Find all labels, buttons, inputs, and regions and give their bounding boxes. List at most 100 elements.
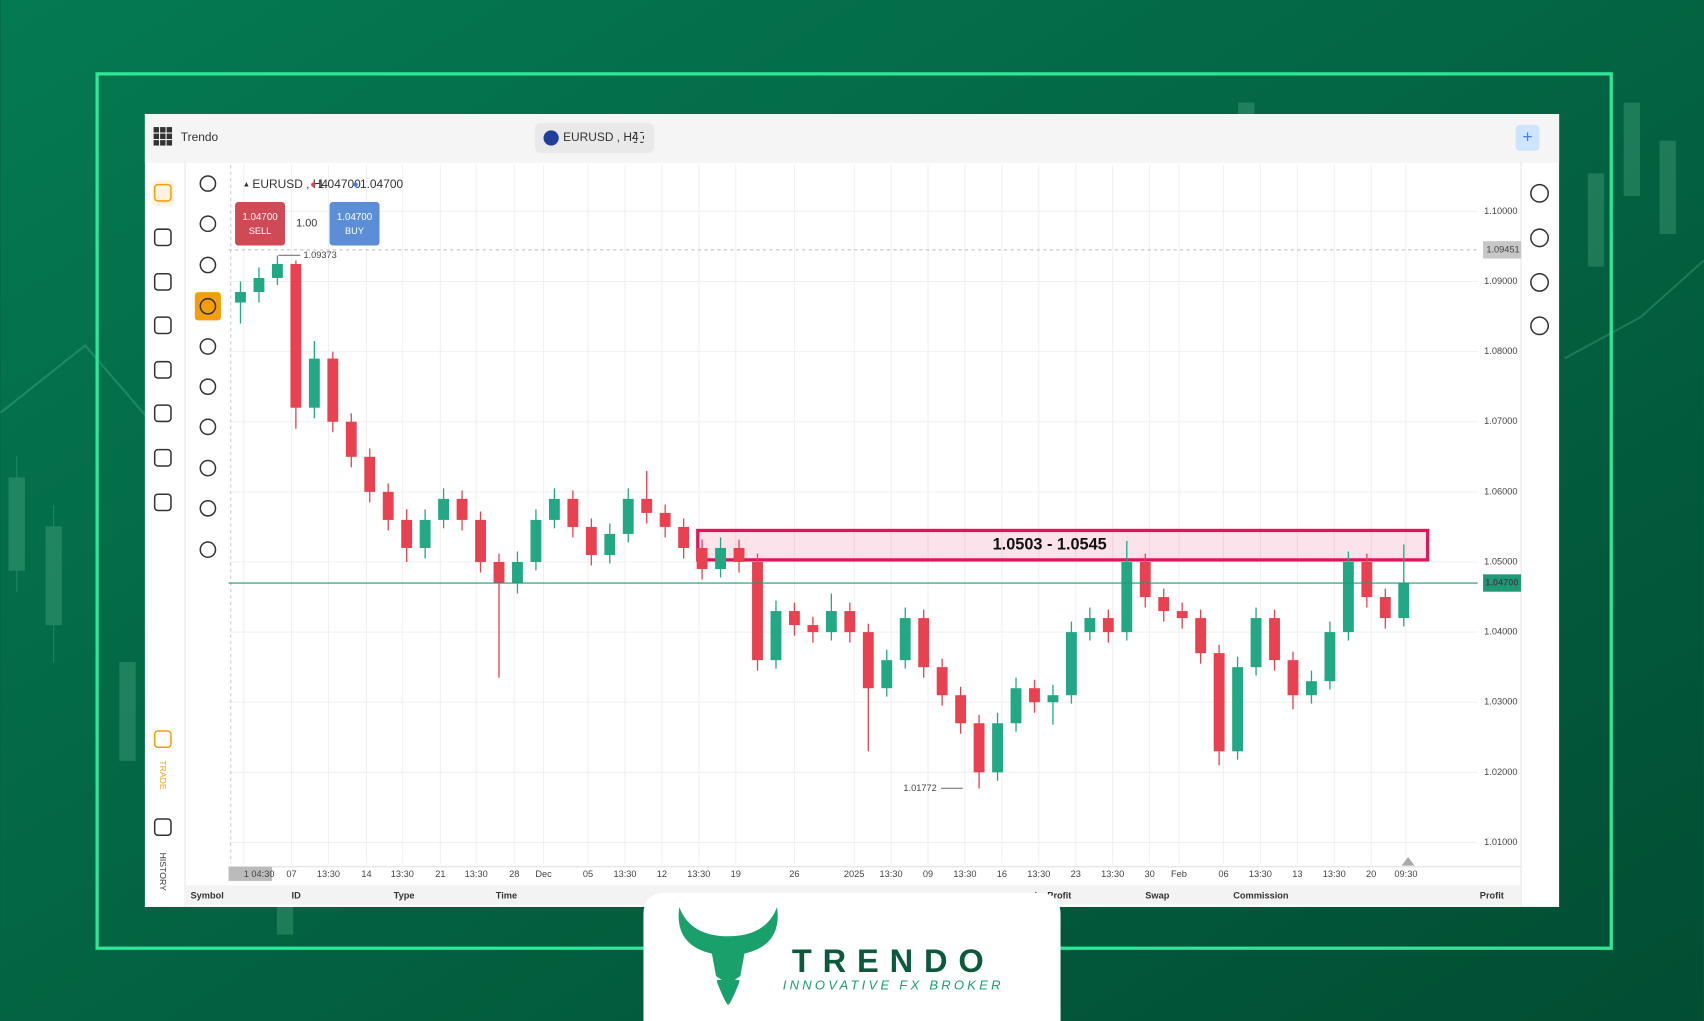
symbol-tab[interactable]	[534, 122, 655, 154]
candle-body	[419, 519, 431, 548]
volume[interactable]: 1.00	[296, 218, 317, 230]
candle-body	[622, 498, 634, 534]
column-header: Swap	[1145, 891, 1169, 901]
history-label[interactable]: HISTORY	[158, 853, 168, 891]
panel-icon[interactable]	[1530, 272, 1549, 292]
x-tick-label: Feb	[1171, 869, 1187, 879]
tool-icon[interactable]	[199, 338, 217, 355]
menu-icon[interactable]	[153, 127, 173, 146]
candle-body	[475, 519, 486, 562]
tool-icon[interactable]	[199, 541, 217, 558]
panel-glyph	[1530, 183, 1549, 203]
candle-body	[955, 695, 967, 724]
tool-icon[interactable]	[199, 499, 217, 517]
right-sidebar	[1530, 183, 1549, 336]
tool-icon[interactable]	[199, 256, 217, 274]
candle-body	[862, 632, 874, 689]
tool-glyph	[199, 418, 217, 436]
candle-body	[1379, 597, 1391, 619]
low-marker-label: 1.01772	[903, 783, 936, 793]
nav-icon[interactable]	[153, 404, 172, 423]
candle-body	[844, 611, 856, 633]
candle-body	[1158, 597, 1170, 612]
tool-icon[interactable]	[199, 378, 217, 396]
x-tick-label: 19	[731, 869, 741, 879]
candle-body	[585, 526, 597, 555]
nav-glyph	[153, 493, 172, 512]
add-button[interactable]	[1515, 124, 1540, 151]
tool-icon[interactable]	[199, 215, 217, 233]
column-header: Profit	[1480, 891, 1504, 901]
y-tick-label: 1.10000	[1484, 206, 1517, 216]
trade-label[interactable]: TRADE	[158, 760, 168, 790]
candle-body	[1065, 632, 1077, 696]
tool-icon[interactable]	[199, 459, 217, 477]
sell-label: SELL	[249, 226, 272, 236]
candle-body	[1342, 561, 1354, 633]
nav-icon[interactable]	[153, 272, 172, 291]
panel-glyph	[1530, 272, 1549, 292]
panel-icon[interactable]	[1530, 316, 1549, 336]
candle-body	[715, 547, 727, 569]
candle-body	[1269, 618, 1280, 661]
nav-icon[interactable]	[153, 360, 172, 379]
y-tick-label: 1.05000	[1484, 556, 1517, 566]
buy-button[interactable]	[329, 202, 380, 246]
x-tick-label: 13:30	[391, 869, 414, 879]
column-header: ID	[292, 891, 302, 901]
nav-icon[interactable]	[153, 228, 172, 247]
crosshair-label: 1.09451	[1486, 244, 1519, 254]
nav-icon[interactable]	[153, 448, 172, 467]
y-tick-label: 1.04000	[1484, 627, 1517, 637]
top-bar	[144, 114, 1560, 163]
candle-body	[235, 292, 246, 303]
candle-body	[401, 519, 413, 548]
candle-body	[881, 660, 893, 689]
candle-body	[1139, 561, 1151, 598]
candle-body	[1102, 618, 1114, 633]
expand-icon[interactable]	[633, 131, 644, 143]
nav-icon[interactable]	[153, 316, 172, 335]
panel-icon[interactable]	[1530, 228, 1549, 248]
tool-glyph	[199, 541, 217, 558]
panel-glyph	[1530, 228, 1549, 248]
left-sidebar	[152, 180, 175, 837]
x-tick-label: 13:30	[880, 869, 903, 879]
candle-body	[752, 561, 763, 661]
ask-dot	[353, 182, 358, 187]
panel-icon[interactable]	[1530, 183, 1549, 203]
x-tick-label: 21	[435, 869, 445, 879]
tool-icon[interactable]	[199, 175, 217, 192]
nav-icon[interactable]	[153, 493, 172, 512]
chart: 1.01000 1.02000 1.03000 1.04000 1.05000 1.060…	[228, 165, 1522, 881]
candle-body	[604, 533, 616, 555]
collapse-icon[interactable]: ▲	[243, 180, 251, 189]
brand-tagline: INNOVATIVE FX BROKER	[783, 978, 1004, 993]
sell-button[interactable]	[235, 202, 286, 246]
candle-body	[567, 498, 579, 527]
nav-glyph	[153, 448, 172, 467]
x-tick-label: 13	[1292, 869, 1302, 879]
candle-body	[438, 498, 450, 520]
x-tick-label: 05	[583, 869, 593, 879]
column-header: Time	[496, 891, 517, 901]
candle-body	[1047, 695, 1059, 703]
nav-icon[interactable]	[153, 818, 172, 837]
tool-glyph	[199, 215, 217, 233]
x-tick-label: Dec	[535, 869, 552, 879]
tool-icon[interactable]	[199, 418, 217, 436]
tool-glyph	[199, 378, 217, 396]
candle-body	[992, 723, 1003, 773]
nav-icon[interactable]	[153, 730, 172, 749]
candle-body	[1287, 660, 1299, 696]
candle-body	[789, 611, 800, 626]
x-tick-label: 13:30	[687, 869, 710, 879]
tool-icon[interactable]	[194, 292, 221, 321]
buy-price: 1.04700	[337, 212, 373, 223]
tool-glyph	[199, 459, 217, 477]
x-tick-label: 14	[361, 869, 371, 879]
x-tick-label: 13:30	[613, 869, 636, 879]
nav-icon[interactable]	[152, 180, 175, 207]
